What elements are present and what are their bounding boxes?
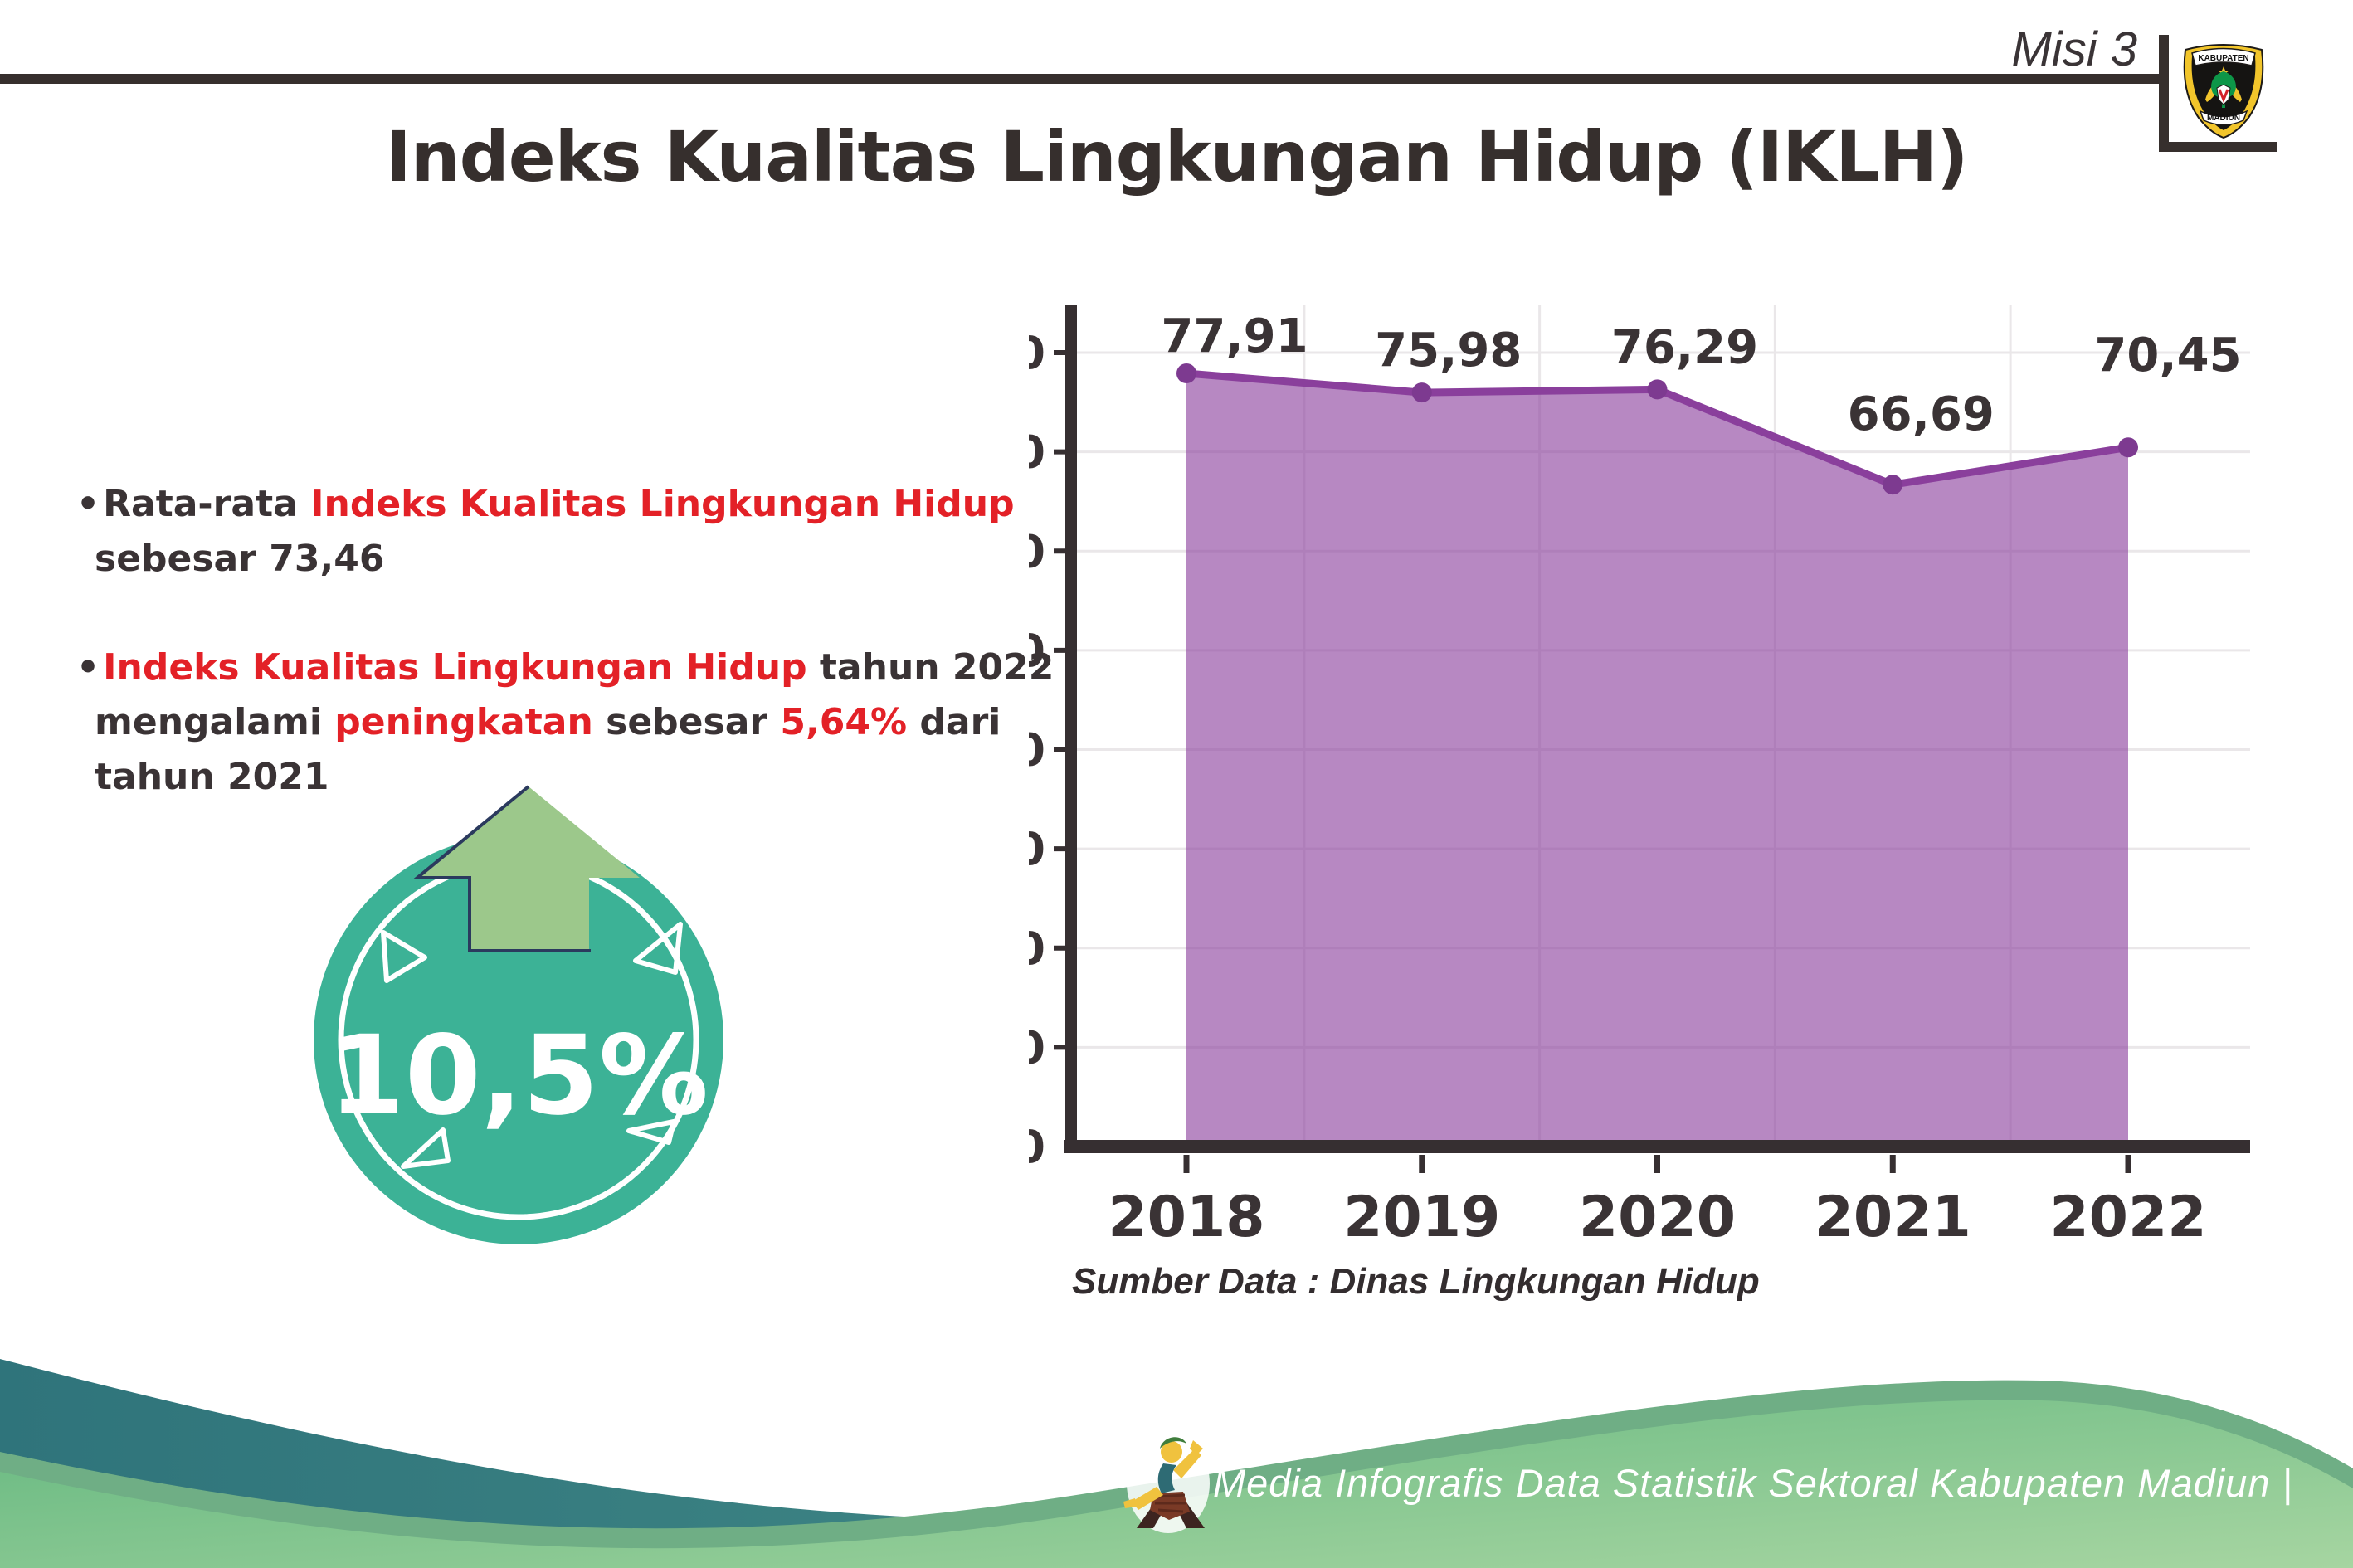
up-arrow-outline: [412, 785, 591, 952]
dancer-mascot-icon: [1123, 1434, 1210, 1533]
x-tick-label: 2018: [1108, 1185, 1264, 1250]
y-tick-label: 30: [1029, 823, 1045, 875]
data-point-label: 75,98: [1375, 324, 1522, 377]
badge-value: 10,5%: [329, 1012, 709, 1140]
header-rule: [0, 74, 2164, 84]
bullet-text-red: peningkatan: [334, 701, 593, 743]
data-point-label: 70,45: [2094, 329, 2241, 382]
bullet-line: tahun 2021: [76, 750, 1105, 805]
x-tick-label: 2019: [1343, 1185, 1500, 1250]
y-tick-label: 70: [1029, 426, 1045, 479]
bullet-text-red: Indeks Kualitas Lingkungan Hidup: [103, 646, 807, 689]
y-tick-label: 0: [1029, 1121, 1045, 1173]
y-tick-label: 40: [1029, 724, 1045, 777]
badge-spark-triangle: [401, 1127, 451, 1169]
data-point: [1411, 382, 1432, 403]
bullet-dot: •: [76, 646, 100, 689]
bullet-text-dark: tahun 2022: [806, 646, 1055, 689]
logo-bracket-horizontal: [2159, 142, 2277, 152]
data-point-label: 76,29: [1611, 320, 1758, 374]
bullet-line: mengalami peningkatan sebesar 5,64% dari: [76, 695, 1105, 750]
bullet-text-dark: tahun 2021: [95, 756, 329, 798]
bullet-text-red: Indeks Kualitas Lingkungan Hidup: [310, 483, 1015, 525]
bullet-line: sebesar 73,46: [76, 532, 1105, 587]
footer-wave-decoration: [0, 1359, 2353, 1568]
bullet-text-dark: Rata-rata: [103, 483, 311, 525]
data-point-label: 77,91: [1161, 309, 1308, 363]
badge-spark-triangle: [381, 930, 427, 983]
bullet-iklh-increase: •Indeks Kualitas Lingkungan Hidup tahun …: [76, 640, 1105, 805]
badge-spark-triangle: [626, 1119, 676, 1145]
data-point-label: 66,69: [1848, 387, 1995, 441]
badge-circle: [314, 835, 723, 1244]
bullet-text-dark: mengalami: [95, 701, 335, 743]
data-point: [1647, 379, 1668, 400]
mission-label: Misi 3: [2011, 22, 2137, 76]
bullet-average-iklh: •Rata-rata Indeks Kualitas Lingkungan Hi…: [76, 477, 1105, 587]
bullet-text-dark: dari: [907, 701, 1001, 743]
y-tick-label: 50: [1029, 625, 1045, 677]
logo-bottom-text: MADIUN: [2207, 114, 2240, 123]
wave-green: [0, 1400, 2353, 1568]
data-point: [1176, 363, 1196, 384]
y-tick-label: 10: [1029, 1021, 1045, 1074]
increase-badge: 10,5%: [314, 785, 723, 1244]
footer-credit: Media Infografis Data Statistik Sektoral…: [1213, 1461, 2293, 1505]
y-tick-label: 20: [1029, 923, 1045, 975]
logo-top-text: KABUPATEN: [2198, 54, 2248, 63]
badge-spark-triangle: [633, 922, 683, 975]
x-tick-label: 2022: [2049, 1185, 2206, 1250]
bullet-line: •Indeks Kualitas Lingkungan Hidup tahun …: [76, 640, 1105, 695]
bullet-text-red: 5,64%: [780, 701, 908, 743]
bullet-text-dark: sebesar 73,46: [95, 538, 385, 580]
bullet-dot: •: [76, 483, 100, 525]
x-tick-label: 2020: [1579, 1185, 1736, 1250]
x-tick-label: 2021: [1815, 1185, 1971, 1250]
data-point: [1883, 475, 1903, 495]
logo-bracket-vertical: [2159, 35, 2169, 152]
page-title: Indeks Kualitas Lingkungan Hidup (IKLH): [385, 116, 1969, 197]
data-source-caption: Sumber Data : Dinas Lingkungan Hidup: [1072, 1261, 1760, 1302]
area-fill: [1186, 373, 2128, 1147]
bullet-text-dark: sebesar: [592, 701, 781, 743]
up-arrow-icon: [417, 786, 640, 951]
y-tick-label: 80: [1029, 327, 1045, 379]
iklh-area-chart: 0 10 20 30 40 50 60 70 80 2018 2019 2020 2021 2022 77,…: [1029, 305, 2250, 1250]
bullet-line: •Rata-rata Indeks Kualitas Lingkungan Hi…: [76, 477, 1105, 532]
y-tick-label: 60: [1029, 525, 1045, 577]
kabupaten-madiun-logo-icon: KABUPATEN MADIUN: [2183, 44, 2264, 139]
data-point: [2118, 437, 2138, 458]
